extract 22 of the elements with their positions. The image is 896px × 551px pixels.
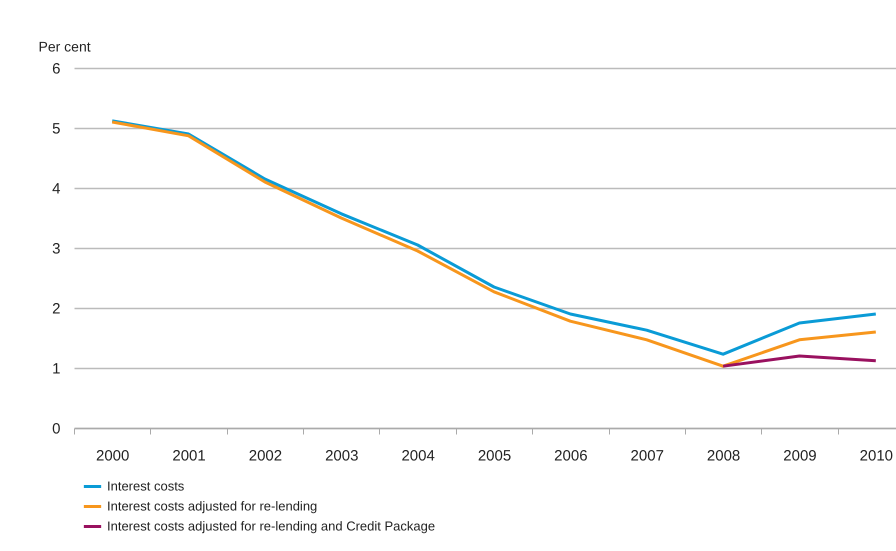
y-tick-label: 3 <box>52 240 60 258</box>
x-tick-label: 2010 <box>860 448 894 464</box>
legend-label: Interest costs adjusted for re-lending and Credit Package <box>107 518 436 534</box>
y-tick-label: 0 <box>52 420 60 438</box>
legend-label: Interest costs adjusted for re-lending <box>107 498 318 514</box>
x-tick-label: 2001 <box>172 448 206 464</box>
x-tick-label: 2004 <box>401 448 435 464</box>
y-axis-title: Per cent <box>38 38 91 54</box>
x-tick-label: 2003 <box>325 448 358 464</box>
legend-label: Interest costs <box>107 478 185 494</box>
y-tick-label: 6 <box>52 60 60 78</box>
x-tick-label: 2008 <box>706 448 740 464</box>
x-tick-label: 2005 <box>478 448 512 464</box>
y-tick-label: 2 <box>52 300 60 318</box>
x-tick-label: 2009 <box>783 448 817 464</box>
y-tick-label: 4 <box>52 180 60 198</box>
x-tick-label: 2007 <box>630 448 664 464</box>
x-tick-label: 2000 <box>96 448 130 464</box>
y-tick-label: 5 <box>52 120 60 138</box>
x-tick-label: 2006 <box>554 448 588 464</box>
y-tick-label: 1 <box>52 360 60 378</box>
x-tick-label: 2002 <box>248 448 282 464</box>
